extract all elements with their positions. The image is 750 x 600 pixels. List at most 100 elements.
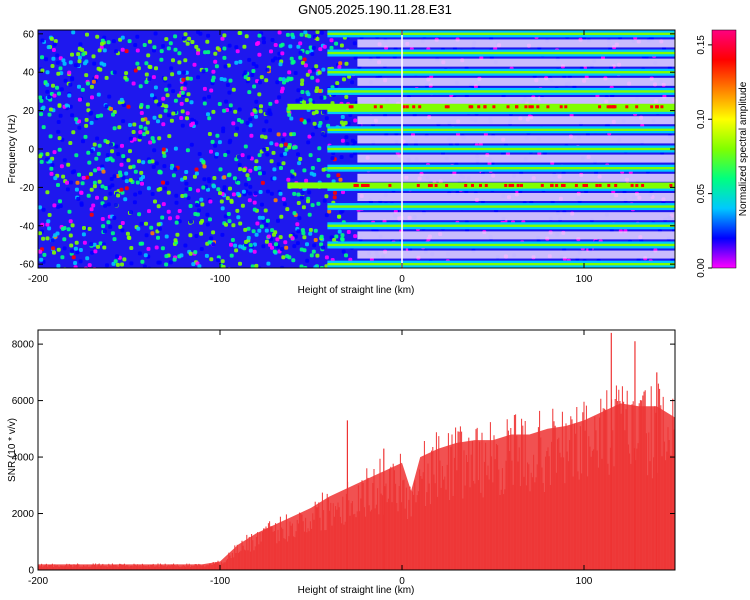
strong-band-peak [365,183,369,187]
strong-band-peak [609,105,613,109]
spectrogram-cell [40,55,44,60]
spectrogram-cell [234,45,239,50]
spectrogram-cell [81,139,85,144]
spectrogram-cell [152,48,156,53]
spectrogram-cell [102,245,107,250]
spectrogram-cell [260,202,264,207]
spectrogram-cell [240,203,245,208]
spectrogram-cell [180,109,185,114]
spectrogram-cell [189,219,193,224]
spectrogram-cell [289,56,294,61]
spectrogram-cell [307,34,312,39]
strong-band-peak [555,183,559,187]
spectrogram-cell [194,171,199,176]
spectrogram-cell [89,84,94,89]
spectrogram-cell [183,193,188,198]
spectrogram-cell [251,61,256,66]
y-tick-label: 6000 [12,396,35,407]
spectrogram-cell [334,234,339,239]
spectrogram-cell [295,98,300,103]
spectrogram-cell [243,240,248,244]
strong-band-peak [530,105,534,109]
spectrogram-cell [192,62,197,67]
spectrogram-cell [212,184,216,189]
spectrogram-cell [197,264,202,268]
spectrogram-cell [111,39,116,44]
spectrogram-cell [124,71,129,76]
spectrogram-cell [160,215,165,220]
spectrogram-cell [274,142,279,147]
spectrogram-cell [245,173,250,178]
spectrogram-cell [60,255,65,260]
spectrogram-cell [216,258,221,263]
spectrogram-cell [164,37,169,42]
spectrogram-cell [39,98,44,103]
spectrogram-cell [116,152,121,157]
spectrogram-cell [241,189,246,194]
strong-band-peak [412,105,416,109]
spectrogram-cell [147,209,151,214]
spectrogram-cell [99,113,104,118]
spectrogram-cell [248,191,253,196]
spectrogram-cell [112,215,117,220]
spectrogram-cell [233,132,238,137]
spectrogram-cell [222,55,227,60]
spectrogram-cell [66,162,71,167]
spectrogram-cell [197,208,201,213]
strong-band-peak [508,183,512,187]
spectrogram-cell [173,47,178,52]
spectrogram-cell [105,263,109,268]
spectrogram-cell [157,226,162,231]
spectrogram-cell [222,46,227,51]
strong-band-peak [520,183,523,187]
spectrogram-cell [236,215,241,220]
spectrogram-cell [132,122,137,127]
colorbar-gradient [711,29,737,269]
spectrogram-cell [231,121,236,126]
spectrogram-cell [199,220,203,225]
spectrogram-cell [282,80,286,85]
spectrogram-cell [127,39,132,44]
spectrogram-cell [53,39,58,44]
spectrogram-cell [93,249,98,254]
spectrogram-cell [194,167,199,172]
spectrogram-cell [89,207,94,212]
x-tick-label: 100 [576,576,593,587]
spectrogram-cell [177,51,182,56]
spectrogram-cell [85,175,90,180]
spectrogram-cell [188,251,193,256]
spectrogram-cell [147,64,152,69]
spectrogram-cell [140,117,145,122]
spectrogram-cell [285,32,290,37]
spectrogram-cell [297,216,302,221]
spectrogram-cell [59,164,64,169]
spectrogram-cell [196,75,201,80]
spectrogram-cell [100,217,105,221]
spectrogram-cell [105,140,110,145]
spectrogram-cell [57,136,62,141]
spectrogram-cell [39,159,44,164]
spectrogram-cell [100,184,105,189]
spectrogram-cell [140,259,145,264]
spectrogram-cell [150,192,155,196]
spectrogram-cell [489,55,494,60]
spectrogram-cell [282,202,287,207]
spectrogram-cell [98,67,103,72]
spectrogram-cell [49,171,54,176]
spectrogram-cell [206,187,210,192]
spectrogram-cell [315,37,320,41]
strong-band-peak [405,105,409,109]
spectrogram-cell [188,204,193,208]
spectrogram-cell [199,247,204,251]
spectrogram-cell [171,58,175,63]
spectrogram-cell [138,124,143,129]
spectrogram-cell [89,110,94,115]
spectrogram-cell [104,75,109,80]
spectrogram-cell [52,250,56,255]
spectrogram-cell [281,137,286,142]
spectrogram-cell [174,220,179,225]
spectrogram-cell [50,238,55,243]
spectrogram-cell [121,119,126,124]
spectrogram-cell [280,51,285,56]
strong-band-peak [598,183,602,187]
